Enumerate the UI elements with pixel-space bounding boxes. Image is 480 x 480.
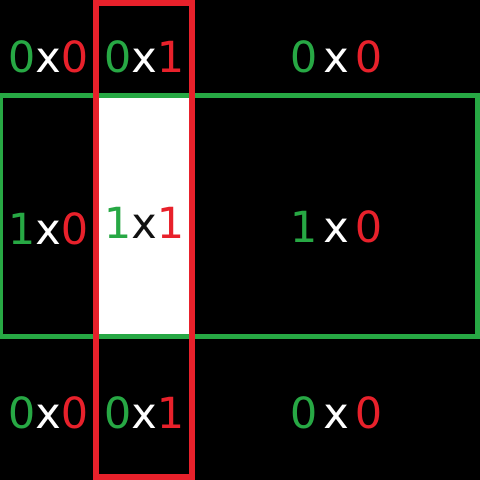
cell-r1c1-a: 1 <box>103 198 132 249</box>
cell-r1c0-op: x <box>35 204 61 255</box>
cell-r1c0-a: 1 <box>7 204 36 255</box>
cell-r1c0-b: 0 <box>60 204 89 255</box>
cell-r0c2-a: 0 <box>289 32 318 83</box>
cell-r0c1-a: 0 <box>103 32 132 83</box>
cell-r2c2-b: 0 <box>354 388 383 439</box>
cell-r1c1-b: 1 <box>156 198 185 249</box>
cell-r0c2-op: x <box>323 32 349 83</box>
cell-r2c2-a: 0 <box>289 388 318 439</box>
cell-r1c2-op: x <box>323 202 349 253</box>
cell-r2c1-b: 1 <box>156 388 185 439</box>
cell-r2c2-op: x <box>323 388 349 439</box>
cell-r0c2-b: 0 <box>354 32 383 83</box>
cell-r2c0-b: 0 <box>60 388 89 439</box>
cell-r2c0-a: 0 <box>7 388 36 439</box>
cell-r0c0-op: x <box>35 32 61 83</box>
cell-r0c1-op: x <box>131 32 157 83</box>
red-column-rectangle <box>93 0 195 480</box>
cell-r0c0-b: 0 <box>60 32 89 83</box>
intersection-fill <box>96 96 192 336</box>
cell-r1c2-a: 1 <box>289 202 318 253</box>
cell-r0c1-b: 1 <box>156 32 185 83</box>
cell-r1c2-b: 0 <box>354 202 383 253</box>
cell-r2c1-a: 0 <box>103 388 132 439</box>
cell-r0c0-a: 0 <box>7 32 36 83</box>
cell-r2c1-op: x <box>131 388 157 439</box>
cell-r1c1-op: x <box>131 198 157 249</box>
green-row-rectangle <box>0 93 480 339</box>
cell-r2c0-op: x <box>35 388 61 439</box>
